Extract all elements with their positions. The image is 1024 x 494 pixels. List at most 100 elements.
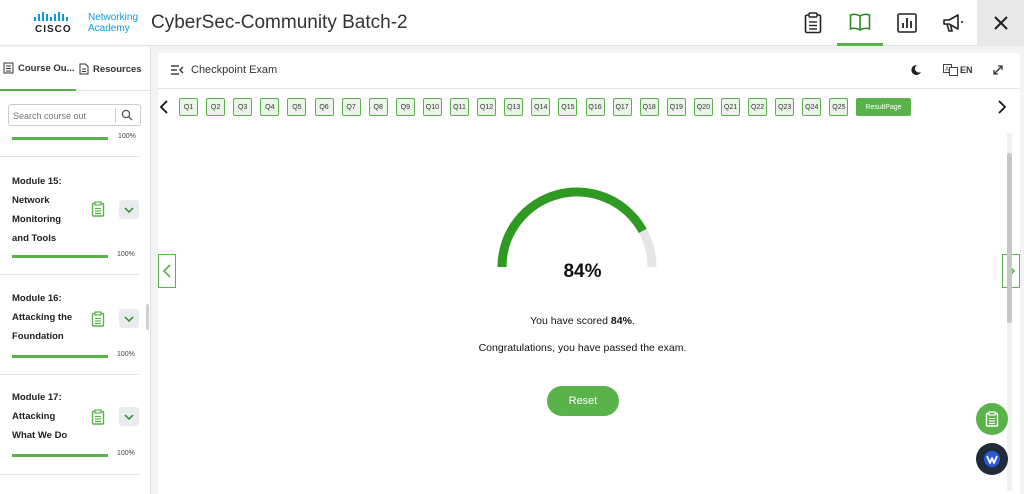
assistant-icon xyxy=(984,451,1000,467)
question-button-19[interactable]: Q19 xyxy=(666,98,686,116)
expand-module-button[interactable] xyxy=(119,407,139,426)
document-icon xyxy=(79,63,89,75)
module-progress-bar xyxy=(12,355,108,358)
question-button-17[interactable]: Q17 xyxy=(612,98,632,116)
chevron-down-icon xyxy=(124,413,134,420)
clipboard-icon[interactable] xyxy=(91,201,105,217)
question-button-22[interactable]: Q22 xyxy=(748,98,768,116)
search-icon[interactable] xyxy=(121,109,133,121)
chevron-right-icon xyxy=(998,100,1006,114)
score-gauge-fill xyxy=(497,187,647,268)
close-icon xyxy=(993,16,1008,30)
dark-mode-icon[interactable] xyxy=(910,64,922,76)
book-button[interactable] xyxy=(837,0,883,46)
question-button-5[interactable]: Q5 xyxy=(287,98,307,116)
module-title: Module 16: Attacking the Foundation xyxy=(12,293,73,342)
megaphone-icon xyxy=(943,14,963,32)
question-button-13[interactable]: Q13 xyxy=(504,98,524,116)
announcements-button[interactable] xyxy=(930,0,976,46)
question-button-11[interactable]: Q11 xyxy=(450,98,469,116)
score-value: 84% xyxy=(610,315,632,327)
question-button-12[interactable]: Q12 xyxy=(477,98,497,116)
translate-icon[interactable]: A xyxy=(943,64,958,76)
question-button-8[interactable]: Q8 xyxy=(368,98,388,116)
clipboard-icon xyxy=(985,411,999,427)
cisco-networking-academy-logo: CISCO Networking Academy xyxy=(33,10,138,36)
page-title: CyberSec-Community Batch-2 xyxy=(151,12,408,33)
clipboard-icon xyxy=(804,12,822,34)
content-scrollbar[interactable] xyxy=(1007,133,1012,491)
module-title: Module 17: Attacking What We Do xyxy=(12,392,68,441)
scrollbar-thumb[interactable] xyxy=(1007,153,1012,323)
module-progress-pct: 100% xyxy=(117,251,135,258)
next-questions-button[interactable] xyxy=(994,97,1010,117)
close-button[interactable] xyxy=(977,0,1024,46)
module-progress-bar xyxy=(12,454,108,457)
reset-button[interactable]: Reset xyxy=(547,386,619,416)
question-button-1[interactable]: Q1 xyxy=(179,98,198,116)
assistant-fab-button[interactable] xyxy=(976,443,1008,475)
question-button-23[interactable]: Q23 xyxy=(775,98,795,116)
expand-module-button[interactable] xyxy=(119,200,139,219)
module-item-17[interactable]: Module 17: Attacking What We Do 100% xyxy=(0,374,140,474)
notes-fab-button[interactable] xyxy=(976,403,1008,435)
module-item-next[interactable] xyxy=(0,474,140,494)
question-button-6[interactable]: Q6 xyxy=(314,98,334,116)
tab-resources-label: Resources xyxy=(93,63,142,75)
search-input[interactable] xyxy=(13,108,113,123)
module-item-16[interactable]: Module 16: Attacking the Foundation 100% xyxy=(0,274,140,374)
score-percentage: 84% xyxy=(563,261,602,282)
question-button-15[interactable]: Q15 xyxy=(558,98,578,116)
language-selector[interactable]: EN xyxy=(960,65,973,75)
clipboard-icon[interactable] xyxy=(91,409,105,425)
question-button-2[interactable]: Q2 xyxy=(206,98,226,116)
expand-module-button[interactable] xyxy=(119,309,139,328)
outline-icon xyxy=(3,62,14,74)
result-page-button[interactable]: ResultPage xyxy=(856,98,911,116)
question-button-4[interactable]: Q4 xyxy=(260,98,280,116)
pass-message: Congratulations, you have passed the exa… xyxy=(478,342,687,354)
score-gauge-track xyxy=(497,187,657,268)
question-button-9[interactable]: Q9 xyxy=(395,98,415,116)
question-button-24[interactable]: Q24 xyxy=(802,98,822,116)
question-button-3[interactable]: Q3 xyxy=(233,98,253,116)
question-navigator: Q1 Q2 Q3 Q4 Q5 Q6 Q7 Q8 Q9 Q10 Q11 Q12 Q13 Q14 Q15 Q16 Q… xyxy=(158,93,1020,121)
chevron-down-icon xyxy=(124,315,134,322)
app-header: CISCO Networking Academy CyberSec-Commun… xyxy=(0,0,1024,46)
fullscreen-icon[interactable] xyxy=(992,64,1004,76)
chevron-down-icon xyxy=(124,206,134,213)
cisco-bars-icon xyxy=(34,12,68,21)
tab-course-outline[interactable]: Course Ou... xyxy=(0,47,76,91)
module-item-15[interactable]: Module 15: Network Monitoring and Tools … xyxy=(0,156,140,274)
course-search xyxy=(8,104,141,126)
question-button-7[interactable]: Q7 xyxy=(341,98,361,116)
module-progress-pct: 100% xyxy=(117,450,135,457)
chart-icon xyxy=(897,13,917,33)
score-message: You have scored 84%. xyxy=(530,315,635,327)
course-sidebar: Course Ou... Resources 100% Module 15: N… xyxy=(0,47,151,494)
sidebar-scrollbar[interactable] xyxy=(146,304,149,330)
book-icon xyxy=(849,13,871,31)
exam-toolbar: Checkpoint Exam A EN xyxy=(158,53,1020,89)
previous-page-button[interactable] xyxy=(158,254,176,288)
prev-questions-button[interactable] xyxy=(156,97,172,117)
tab-resources[interactable]: Resources xyxy=(79,47,150,91)
question-button-18[interactable]: Q18 xyxy=(639,98,659,116)
question-button-14[interactable]: Q14 xyxy=(531,98,551,116)
question-button-21[interactable]: Q21 xyxy=(721,98,740,116)
question-button-25[interactable]: Q25 xyxy=(829,98,849,116)
score-gauge xyxy=(497,187,657,268)
clipboard-button[interactable] xyxy=(790,0,836,46)
tab-course-outline-label: Course Ou... xyxy=(18,62,75,74)
collapse-menu-icon[interactable] xyxy=(170,64,184,76)
sidebar-tabs: Course Ou... Resources xyxy=(0,47,150,91)
question-button-10[interactable]: Q10 xyxy=(422,98,442,116)
question-button-16[interactable]: Q16 xyxy=(585,98,605,116)
exam-title: Checkpoint Exam xyxy=(191,64,278,76)
module-title: Module 15: Network Monitoring and Tools xyxy=(12,176,62,244)
grades-button[interactable] xyxy=(884,0,930,46)
clipboard-icon[interactable] xyxy=(91,311,105,327)
question-button-20[interactable]: Q20 xyxy=(693,98,713,116)
logo-cisco-text: CISCO xyxy=(35,24,72,35)
module-progress-pct: 100% xyxy=(118,133,136,140)
